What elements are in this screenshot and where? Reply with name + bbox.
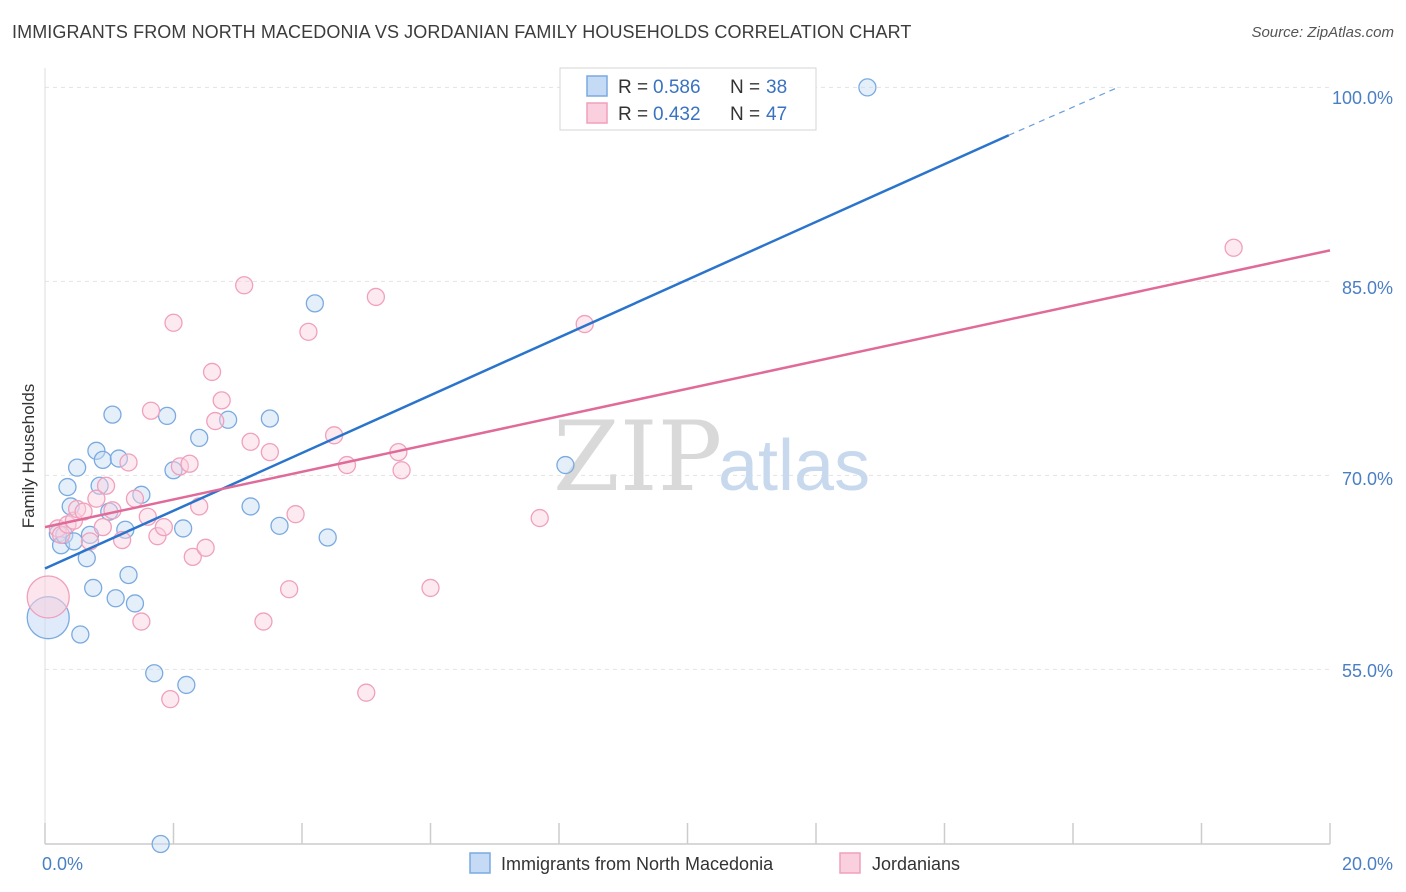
legend-r-value-blue: 0.586 <box>653 77 701 98</box>
source-label: Source: ZipAtlas.com <box>1251 24 1394 41</box>
point-s0-37 <box>858 78 877 97</box>
gridlines <box>45 86 1330 670</box>
legend-r-value-pink: 0.432 <box>653 104 701 125</box>
point-s0-21 <box>125 594 145 613</box>
point-s1-10 <box>96 476 116 495</box>
point-s1-20 <box>161 689 180 709</box>
point-s0-31 <box>241 497 260 516</box>
series-legend-label-pink: Jordanians <box>872 854 960 874</box>
legend-n-label-pink: N = <box>730 104 760 125</box>
point-s1-44 <box>530 508 549 528</box>
point-s1-24 <box>183 547 202 567</box>
point-s0-35 <box>318 528 337 547</box>
point-s0-27 <box>173 519 193 538</box>
point-s1-32 <box>254 612 273 631</box>
point-s0-20 <box>119 565 138 585</box>
legend-n-value-blue: 38 <box>766 77 787 98</box>
point-s1-28 <box>206 411 225 431</box>
point-s1-30 <box>235 276 254 295</box>
point-s1-19 <box>154 517 174 537</box>
point-s0-33 <box>270 516 289 535</box>
point-s1-27 <box>202 362 222 382</box>
point-s1-0 <box>26 575 70 619</box>
point-s1-15 <box>132 612 151 631</box>
point-s1-9 <box>93 517 112 537</box>
point-s1-31 <box>241 432 260 451</box>
legend-swatch-pink <box>586 102 608 124</box>
point-s0-11 <box>84 578 103 598</box>
point-s0-36 <box>556 455 575 475</box>
series-legend-label-blue: Immigrants from North Macedonia <box>501 854 774 874</box>
point-s1-21 <box>164 313 183 332</box>
point-s1-39 <box>357 683 376 702</box>
trend-line-ext-s0 <box>1008 86 1119 136</box>
legend-n-value-pink: 47 <box>766 104 787 125</box>
point-s1-17 <box>141 401 161 420</box>
point-s0-7 <box>67 458 87 477</box>
point-s1-36 <box>299 322 318 341</box>
point-s0-12 <box>87 441 106 460</box>
chart-title: IMMIGRANTS FROM NORTH MACEDONIA VS JORDA… <box>12 22 912 42</box>
point-s1-8 <box>87 489 106 508</box>
point-s1-23 <box>180 454 199 473</box>
point-s0-8 <box>71 625 90 644</box>
point-s1-29 <box>212 391 231 410</box>
point-s0-18 <box>109 449 129 468</box>
point-s1-33 <box>260 442 280 462</box>
y-tick-label-55: 55.0% <box>1342 661 1393 681</box>
x-tick-label-min: 0.0% <box>42 854 83 874</box>
point-s0-16 <box>103 405 122 424</box>
point-s1-26 <box>196 538 215 557</box>
point-s1-18 <box>148 527 167 546</box>
point-s0-32 <box>260 409 280 428</box>
point-s1-13 <box>119 453 138 472</box>
trend-line-s0 <box>44 134 1010 570</box>
stats-legend: R = 0.586 N = 38 R = 0.432 N = 47 <box>559 67 817 131</box>
point-s1-38 <box>337 455 357 475</box>
point-s1-34 <box>279 580 299 599</box>
y-axis-title: Family Households <box>19 384 38 529</box>
y-tick-label-70: 70.0% <box>1342 469 1393 489</box>
point-s0-25 <box>157 406 177 426</box>
watermark-zip: ZIP <box>553 401 722 513</box>
point-s0-24 <box>151 834 170 854</box>
point-s1-2 <box>51 525 71 545</box>
legend-r-label-blue: R = <box>618 77 648 98</box>
y-tick-label-85: 85.0% <box>1342 278 1393 298</box>
point-s1-6 <box>74 502 93 521</box>
point-s0-28 <box>177 675 196 695</box>
point-s0-17 <box>106 589 125 608</box>
data-points <box>26 78 1243 854</box>
trend-lines <box>44 86 1331 570</box>
point-s0-23 <box>145 664 164 683</box>
x-tick-label-max: 20.0% <box>1342 854 1393 874</box>
point-s0-4 <box>58 477 77 497</box>
trend-line-s1 <box>44 249 1331 529</box>
watermark-atlas: atlas <box>718 426 870 506</box>
x-ticks <box>44 823 1331 844</box>
series-legend-swatch-pink <box>839 852 861 874</box>
point-s1-46 <box>1224 238 1243 257</box>
series-legend-swatch-blue <box>469 852 491 874</box>
point-s0-34 <box>305 294 325 313</box>
point-s0-14 <box>93 450 112 470</box>
legend-r-label-pink: R = <box>618 104 648 125</box>
point-s1-35 <box>286 505 305 524</box>
legend-swatch-blue <box>586 75 608 97</box>
point-s1-43 <box>421 578 440 598</box>
legend-n-label-blue: N = <box>730 77 760 98</box>
series-legend: Immigrants from North Macedonia Jordania… <box>469 852 960 874</box>
y-tick-label-100: 100.0% <box>1332 88 1393 108</box>
point-s0-29 <box>190 428 209 448</box>
point-s1-40 <box>366 287 386 307</box>
point-s1-42 <box>392 461 411 480</box>
point-s1-14 <box>125 489 145 508</box>
